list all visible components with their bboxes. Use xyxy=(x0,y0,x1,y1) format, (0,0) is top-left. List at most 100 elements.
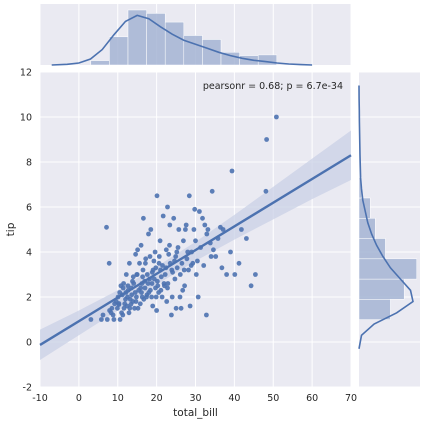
scatter-point xyxy=(190,260,196,266)
scatter-point xyxy=(99,317,104,322)
scatter-point xyxy=(159,294,165,300)
scatter-point xyxy=(137,301,143,307)
scatter-point xyxy=(220,227,226,232)
marginal-y-kde xyxy=(358,85,414,349)
scatter-point xyxy=(263,188,269,194)
scatter-point xyxy=(224,272,230,277)
scatter-point xyxy=(274,114,279,120)
scatter-point xyxy=(204,231,210,237)
scatter-point xyxy=(108,310,114,316)
y-tick-label: 12 xyxy=(20,68,32,79)
scatter-point xyxy=(186,267,191,273)
scatter-point xyxy=(204,312,209,318)
scatter-point xyxy=(192,206,198,212)
scatter-point xyxy=(117,290,123,295)
regression-line xyxy=(39,154,352,346)
scatter-point xyxy=(184,256,190,262)
scatter-point xyxy=(111,317,117,322)
scatter-point xyxy=(200,215,205,221)
scatter-point xyxy=(134,294,139,300)
scatter-point xyxy=(154,193,160,199)
scatter-point xyxy=(178,305,184,311)
scatter-point xyxy=(158,274,164,280)
scatter-point xyxy=(156,254,162,259)
scatter-point xyxy=(211,247,216,253)
scatter-point xyxy=(151,258,157,264)
x-tick-label: 50 xyxy=(267,393,279,404)
scatter-point xyxy=(126,310,132,316)
marginal-y-bar xyxy=(358,278,405,300)
scatter-point xyxy=(153,294,159,300)
scatter-point xyxy=(163,247,169,253)
scatter-point xyxy=(176,227,182,232)
scatter-point xyxy=(236,260,242,266)
x-tick-label: -10 xyxy=(32,393,48,404)
marginal-x-kde-layer xyxy=(51,14,313,66)
scatter-point xyxy=(155,278,160,284)
marginal-x-bar xyxy=(90,60,110,66)
scatter-point xyxy=(154,308,160,313)
scatter-point xyxy=(181,267,187,273)
scatter-point xyxy=(253,272,258,277)
marginal-x-histogram xyxy=(90,9,278,66)
scatter-point xyxy=(104,224,109,230)
scatter-point xyxy=(164,299,170,304)
scatter-point xyxy=(165,204,170,210)
pearson-annotation: pearsonr = 0.68; p = 6.7e-34 xyxy=(203,81,343,92)
x-tick-label: 70 xyxy=(345,393,357,404)
scatter-point xyxy=(193,238,198,244)
joint-grid xyxy=(39,71,352,388)
scatter-point xyxy=(186,193,192,199)
scatter-point xyxy=(187,303,193,309)
scatter-point xyxy=(120,312,126,318)
scatter-point xyxy=(202,222,208,228)
scatter-point xyxy=(169,294,175,300)
scatter-point xyxy=(118,283,124,289)
scatter-point xyxy=(180,287,186,293)
scatter-point xyxy=(174,249,180,255)
regression-layer xyxy=(39,154,352,346)
scatter-point xyxy=(133,299,139,304)
scatter-point xyxy=(123,296,128,302)
x-tick-label: 0 xyxy=(76,393,82,404)
x-tick-label: 20 xyxy=(151,393,163,404)
scatter-point xyxy=(150,303,156,309)
scatter-point xyxy=(88,317,94,322)
scatter-point xyxy=(205,227,211,232)
joint-axes: -10 0 10 20 30 40 50 60 70 -2 0 2 4 6 8 10 12 pearsonr … xyxy=(5,68,357,420)
x-tick-label: 60 xyxy=(306,393,318,404)
scatter-point xyxy=(144,272,150,277)
scatter-point xyxy=(175,245,181,250)
x-tick-label: 10 xyxy=(112,393,124,404)
scatter-point xyxy=(219,265,225,271)
scatter-point xyxy=(140,267,146,273)
y-tick-label: 6 xyxy=(26,203,32,214)
scatter-point xyxy=(177,272,183,277)
marginal-x-kde xyxy=(51,14,313,66)
scatter-point xyxy=(145,281,151,286)
scatter-point xyxy=(160,263,165,268)
scatter-point xyxy=(193,272,199,277)
marginal-x-bar xyxy=(109,36,129,66)
scatter-point xyxy=(166,251,172,257)
x-tick-label: 30 xyxy=(189,393,201,404)
x-axis-label: total_bill xyxy=(173,407,218,419)
y-tick-label: 10 xyxy=(20,113,32,124)
scatter-point xyxy=(213,254,219,259)
scatter-point xyxy=(106,260,112,266)
scatter-point xyxy=(264,137,269,142)
y-axis-label: tip xyxy=(5,222,17,236)
scatter-point xyxy=(147,254,153,259)
y-tick-label: 0 xyxy=(26,338,32,349)
x-tick-labels: -10 0 10 20 30 40 50 60 70 xyxy=(32,393,357,404)
marginal-y-bar xyxy=(358,238,386,260)
scatter-point xyxy=(142,285,148,291)
scatter-point xyxy=(139,290,144,295)
marginal-x-bar xyxy=(164,21,185,66)
marginal-x-bar xyxy=(257,54,278,66)
marginal-x-axes xyxy=(39,4,352,66)
scatter-point xyxy=(248,283,254,289)
y-tick-label: -2 xyxy=(23,383,32,394)
scatter-point xyxy=(130,278,135,284)
